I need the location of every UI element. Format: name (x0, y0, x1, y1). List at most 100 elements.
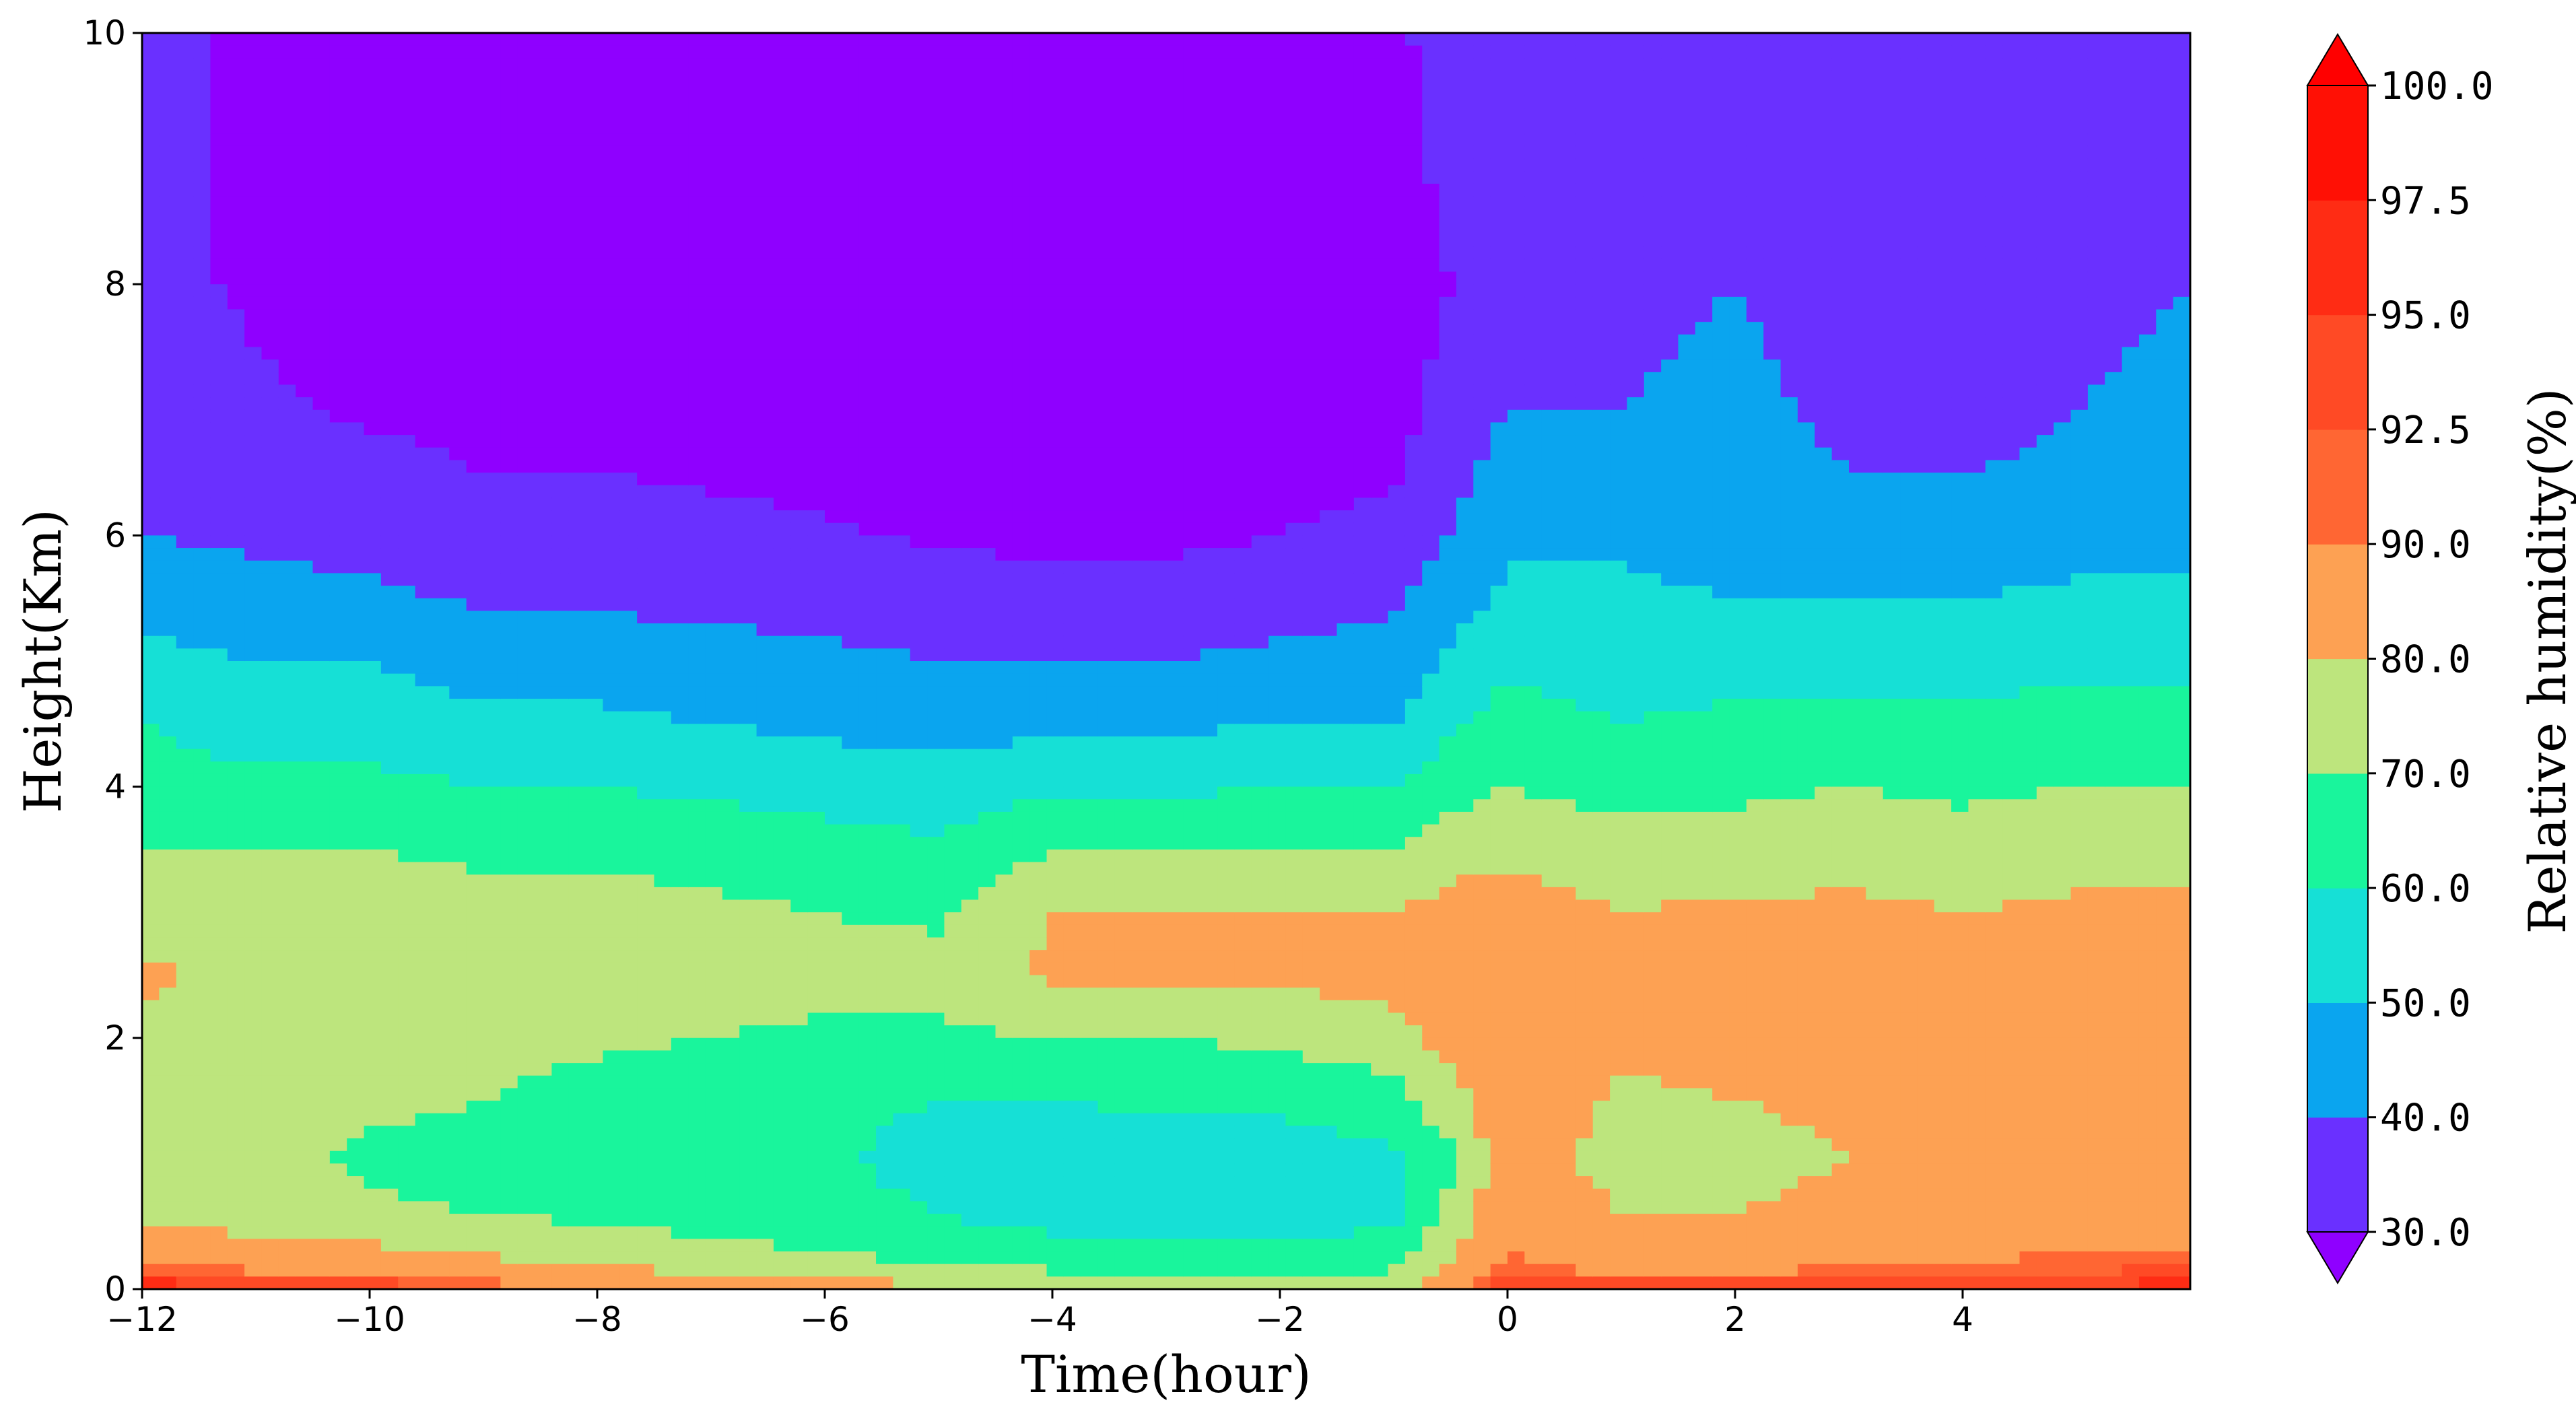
heatmap-cell (380, 975, 399, 988)
heatmap-cell (807, 1113, 825, 1127)
heatmap-cell (568, 183, 586, 197)
heatmap-cell (842, 548, 860, 561)
heatmap-cell (278, 1012, 296, 1026)
heatmap-cell (329, 1138, 347, 1152)
heatmap-cell (688, 1264, 706, 1278)
heatmap-cell (705, 473, 723, 486)
heatmap-cell (927, 1163, 945, 1177)
heatmap-cell (415, 924, 433, 938)
heatmap-cell (858, 1138, 877, 1152)
heatmap-cell (858, 962, 877, 976)
heatmap-cell (654, 749, 672, 763)
heatmap-cell (842, 1150, 860, 1165)
heatmap-cell (944, 309, 962, 322)
heatmap-cell (142, 435, 160, 448)
heatmap-cell (380, 1251, 399, 1265)
heatmap-cell (568, 837, 586, 850)
heatmap-cell (790, 1101, 809, 1114)
heatmap-cell (535, 522, 553, 537)
heatmap-cell (176, 1201, 194, 1214)
heatmap-cell (415, 359, 433, 373)
heatmap-cell (807, 209, 825, 222)
heatmap-cell (705, 435, 723, 448)
heatmap-cell (619, 586, 638, 599)
heatmap-cell (807, 761, 825, 775)
heatmap-cell (227, 535, 245, 549)
heatmap-cell (722, 899, 741, 913)
heatmap-cell (637, 1113, 655, 1127)
heatmap-cell (535, 1150, 553, 1165)
heatmap-cell (876, 422, 894, 436)
heatmap-cell (432, 648, 450, 662)
heatmap-cell (876, 1176, 894, 1189)
heatmap-cell (842, 372, 860, 386)
heatmap-cell (142, 1264, 160, 1278)
heatmap-cell (842, 635, 860, 650)
heatmap-cell (159, 246, 177, 260)
heatmap-cell (722, 611, 741, 624)
heatmap-cell (619, 1163, 638, 1177)
heatmap-cell (227, 711, 245, 725)
heatmap-cell (756, 786, 774, 800)
heatmap-cell (261, 648, 279, 662)
heatmap-cell (842, 234, 860, 248)
heatmap-cell (619, 1000, 638, 1014)
heatmap-cell (961, 962, 979, 976)
heatmap-cell (756, 837, 774, 850)
heatmap-cell (568, 1037, 586, 1051)
heatmap-cell (329, 58, 347, 71)
heatmap-cell (705, 70, 723, 84)
heatmap-cell (364, 924, 382, 938)
heatmap-cell (329, 937, 347, 951)
heatmap-cell (159, 535, 177, 549)
heatmap-cell (739, 1088, 757, 1101)
heatmap-cell (159, 1025, 177, 1039)
heatmap-cell (159, 96, 177, 109)
heatmap-cell (380, 258, 399, 273)
heatmap-cell (807, 435, 825, 448)
heatmap-cell (483, 447, 502, 461)
heatmap-cell (961, 1264, 979, 1278)
heatmap-cell (842, 485, 860, 499)
heatmap-cell (568, 811, 586, 825)
heatmap-cell (449, 45, 467, 59)
heatmap-cell (415, 384, 433, 398)
heatmap-cell (671, 673, 689, 687)
heatmap-cell (278, 209, 296, 222)
heatmap-cell (722, 397, 741, 411)
heatmap-cell (961, 849, 979, 863)
heatmap-cell (637, 1276, 655, 1289)
heatmap-cell (244, 1150, 263, 1165)
heatmap-cell (210, 409, 228, 423)
heatmap-cell (756, 497, 774, 511)
heatmap-cell (944, 96, 962, 109)
heatmap-cell (722, 1214, 741, 1227)
heatmap-cell (347, 171, 365, 184)
heatmap-cell (176, 975, 194, 988)
heatmap-cell (688, 359, 706, 373)
heatmap-cell (398, 33, 416, 46)
heatmap-cell (603, 1163, 621, 1177)
heatmap-cell (500, 1201, 518, 1214)
heatmap-cell (142, 1063, 160, 1076)
heatmap-cell (261, 209, 279, 222)
heatmap-cell (654, 45, 672, 59)
heatmap-cell (910, 409, 928, 423)
heatmap-cell (415, 397, 433, 411)
heatmap-cell (551, 1163, 570, 1177)
heatmap-cell (312, 560, 331, 574)
heatmap-cell (296, 1201, 314, 1214)
heatmap-cell (705, 183, 723, 197)
heatmap-cell (637, 950, 655, 963)
heatmap-cell (449, 887, 467, 901)
heatmap-cell (825, 711, 843, 725)
heatmap-cell (244, 711, 263, 725)
heatmap-cell (619, 1050, 638, 1064)
heatmap-cell (603, 1150, 621, 1165)
heatmap-cell (210, 862, 228, 876)
heatmap-cell (739, 1012, 757, 1026)
heatmap-cell (517, 372, 535, 386)
heatmap-cell (398, 359, 416, 373)
heatmap-cell (568, 724, 586, 737)
heatmap-cell (876, 824, 894, 838)
